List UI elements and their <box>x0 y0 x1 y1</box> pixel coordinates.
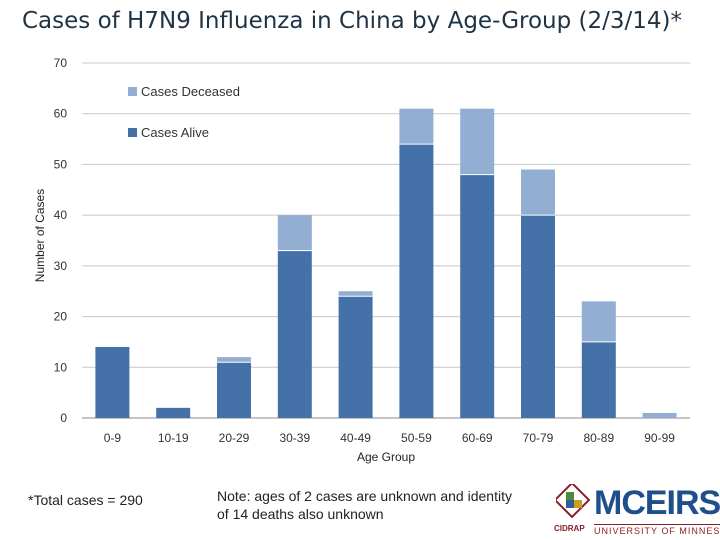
bar-deceased <box>217 357 251 363</box>
x-tick-label: 10-19 <box>158 431 189 445</box>
chart-title: Cases of H7N9 Influenza in China by Age-… <box>22 8 683 34</box>
y-tick-label: 10 <box>54 360 68 374</box>
logo-org-label: CIDRAP <box>554 524 585 533</box>
x-tick-label: 40-49 <box>340 431 371 445</box>
bar-deceased <box>277 215 312 251</box>
legend-label: Cases Alive <box>141 125 209 140</box>
bar-alive <box>581 341 616 418</box>
bar-deceased <box>399 108 434 145</box>
mceirs-logo: CIDRAP MCEIRS UNIVERSITY OF MINNESOTA <box>554 484 720 536</box>
stacked-bar-chart: 0 10 20 30 40 50 60 70 Number of Cases 0-9 10-19 20… <box>33 56 690 464</box>
logo-name: MCEIRS <box>594 484 720 522</box>
x-tick-label: 80-89 <box>583 431 614 445</box>
x-tick-label: 90-99 <box>644 431 675 445</box>
bar-deceased <box>642 412 677 418</box>
bar-deceased <box>581 301 616 342</box>
bar-alive <box>277 250 312 418</box>
total-cases-footnote: *Total cases = 290 <box>28 492 143 508</box>
y-tick-label: 30 <box>54 259 68 273</box>
x-tick-label: 70-79 <box>523 431 554 445</box>
y-tick-label: 0 <box>60 411 67 425</box>
logo-subtitle: UNIVERSITY OF MINNESOTA <box>594 524 720 536</box>
cidrap-emblem-icon <box>556 484 591 519</box>
bar-alive <box>399 144 434 418</box>
legend-swatch <box>128 87 137 96</box>
bar-deceased <box>521 169 555 216</box>
x-tick-label: 60-69 <box>462 431 493 445</box>
x-axis-title: Age Group <box>357 450 415 464</box>
y-tick-label: 40 <box>54 208 68 222</box>
legend-label: Cases Deceased <box>141 84 240 99</box>
y-tick-label: 20 <box>54 310 68 324</box>
y-tick-label: 60 <box>54 107 68 121</box>
y-tick-label: 50 <box>54 157 68 171</box>
y-tick-label: 70 <box>54 56 68 70</box>
x-tick-label: 20-29 <box>219 431 250 445</box>
bar-alive <box>95 347 130 418</box>
y-axis-title: Number of Cases <box>33 189 47 282</box>
legend-swatch <box>128 128 137 137</box>
bar-deceased <box>338 291 373 297</box>
x-tick-label: 30-39 <box>279 431 310 445</box>
bar-alive <box>217 362 251 418</box>
x-tick-label: 50-59 <box>401 431 432 445</box>
bar-alive <box>156 407 191 418</box>
unknown-cases-note: Note: ages of 2 cases are unknown and id… <box>217 488 512 522</box>
x-tick-label: 0-9 <box>104 431 122 445</box>
bar-alive <box>338 296 373 418</box>
bar-alive <box>521 215 555 418</box>
bar-deceased <box>460 108 495 175</box>
bar-alive <box>460 174 495 418</box>
